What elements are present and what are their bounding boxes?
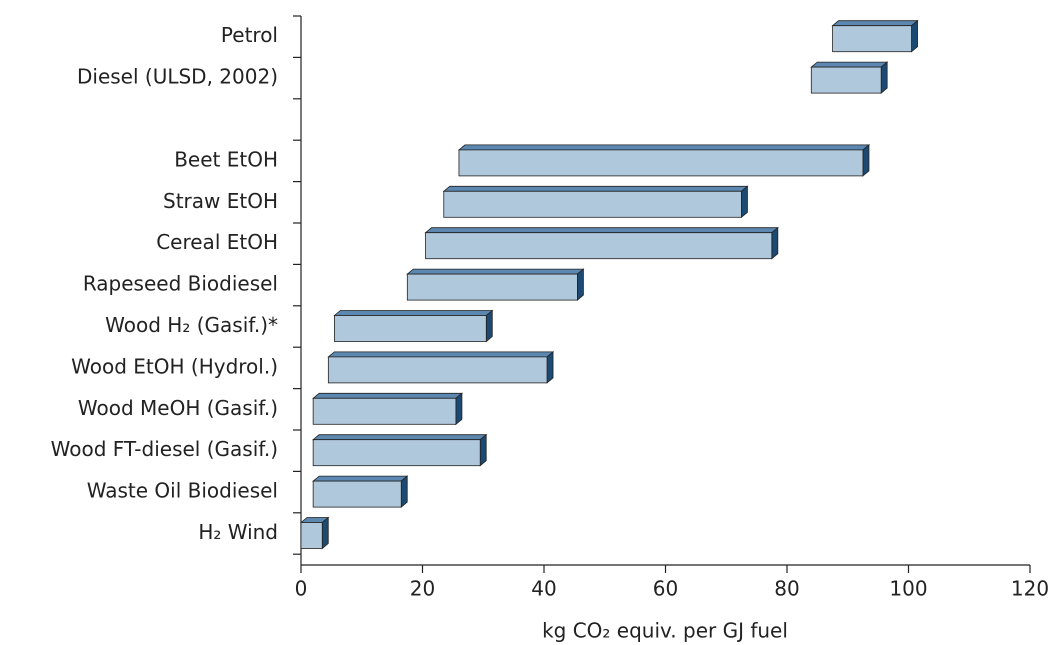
bar-side: [771, 226, 779, 260]
bar-side: [911, 19, 918, 53]
y-tick-label: Cereal EtOH: [156, 230, 278, 254]
bar-top: [312, 475, 409, 482]
bar-top: [333, 310, 494, 316]
bar-side: [546, 351, 554, 384]
y-tick-label: Beet EtOH: [174, 147, 278, 171]
y-tick-label: Wood H₂ (Gasif.)*: [105, 313, 278, 337]
bar: [312, 397, 457, 425]
x-tick-label: 120: [1011, 577, 1049, 601]
y-tick-label: Waste Oil Biodiesel: [87, 479, 278, 503]
bar-top: [312, 392, 464, 399]
x-tick-label: 20: [410, 577, 435, 601]
bar-side: [741, 185, 748, 219]
bar: [406, 273, 578, 301]
y-tick-label: Straw EtOH: [163, 189, 278, 213]
bar: [312, 480, 402, 508]
bar: [810, 66, 882, 94]
bar: [458, 149, 864, 177]
bar-side: [485, 309, 493, 343]
x-tick-label: 40: [531, 577, 556, 601]
bar-top: [424, 227, 779, 234]
bar-top: [831, 20, 919, 27]
bar-top: [810, 61, 889, 68]
x-tick-label: 0: [295, 577, 308, 601]
x-axis-label: kg CO₂ equiv. per GJ fuel: [542, 619, 788, 643]
bar: [832, 25, 912, 53]
bar-side: [862, 144, 870, 177]
bar-side: [455, 392, 463, 426]
x-tick-label: 60: [653, 577, 678, 601]
bar: [443, 190, 742, 218]
bar-side: [479, 433, 487, 467]
bar-side: [321, 516, 329, 550]
y-tick-label: Rapeseed Biodiesel: [83, 272, 278, 296]
bar: [300, 522, 323, 549]
bar: [334, 315, 487, 342]
bar-top: [327, 351, 555, 358]
x-tick-label: 80: [774, 577, 799, 601]
bar-top: [442, 185, 749, 192]
y-tick-label: Diesel (ULSD, 2002): [77, 65, 278, 89]
bar-top: [312, 434, 488, 441]
bar: [327, 356, 548, 384]
y-tick-label: Wood MeOH (Gasif.): [78, 396, 278, 420]
bar-side: [400, 475, 408, 508]
bar-side: [880, 61, 888, 94]
bar-top: [457, 144, 871, 151]
y-tick-label: Petrol: [221, 23, 278, 47]
x-tick-label: 100: [889, 577, 927, 601]
bar: [312, 439, 481, 467]
bar-top: [406, 268, 585, 275]
bar-side: [577, 268, 584, 301]
y-tick-label: Wood FT-diesel (Gasif.): [51, 437, 278, 461]
y-tick-label: H₂ Wind: [198, 520, 278, 544]
y-tick-label: Wood EtOH (Hydrol.): [71, 354, 278, 378]
bar: [425, 232, 773, 260]
